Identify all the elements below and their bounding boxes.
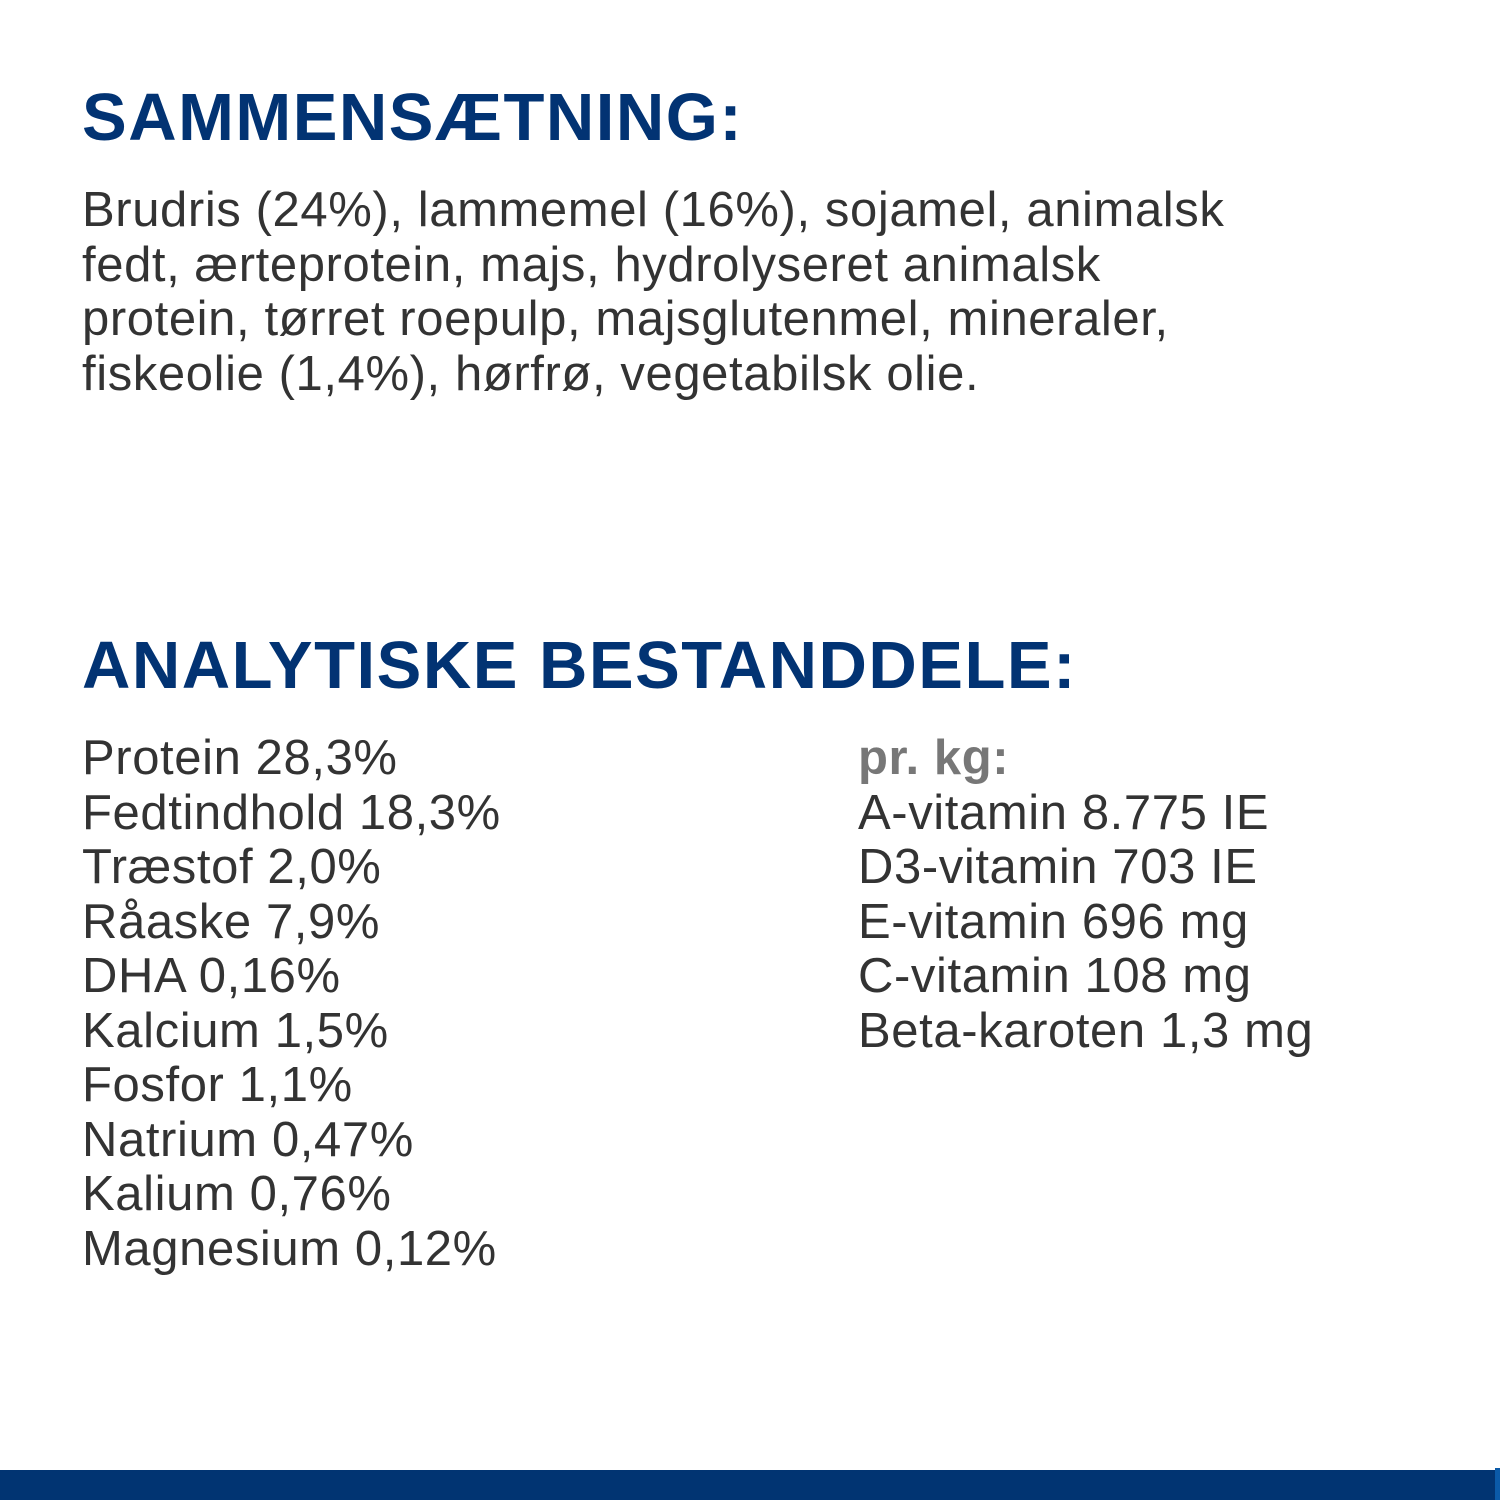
composition-heading: SAMMENSÆTNING:: [82, 80, 744, 155]
analysis-left-list: Protein 28,3% Fedtindhold 18,3% Træstof …: [82, 731, 501, 1276]
composition-line: fedt, ærteprotein, majs, hydrolyseret an…: [82, 237, 1101, 292]
composition-text: Brudris (24%), lammemel (16%), sojamel, …: [82, 183, 1225, 401]
analysis-right-list: pr. kg: A-vitamin 8.775 IE D3-vitamin 70…: [858, 731, 1313, 1058]
analysis-item: Fosfor 1,1%: [82, 1058, 353, 1112]
analysis-item: Træstof 2,0%: [82, 840, 382, 894]
composition-line: protein, tørret roepulp, majsglutenmel, …: [82, 292, 1169, 346]
analysis-item: Kalium 0,76%: [82, 1167, 392, 1221]
analysis-heading: ANALYTISKE BESTANDDELE:: [82, 628, 1077, 703]
analysis-item: Fedtindhold 18,3%: [82, 785, 501, 840]
footer-bar-edge: [1495, 1468, 1500, 1500]
vitamin-item: D3-vitamin 703 IE: [858, 840, 1258, 894]
analysis-item: Magnesium 0,12%: [82, 1221, 497, 1276]
vitamin-item: A-vitamin 8.775 IE: [858, 785, 1270, 840]
analysis-item: Råaske 7,9%: [82, 894, 381, 949]
composition-line: fiskeolie (1,4%), hørfrø, vegetabilsk ol…: [82, 346, 980, 401]
per-kg-heading: pr. kg:: [858, 731, 1010, 785]
vitamin-item: Beta-karoten 1,3 mg: [858, 1003, 1314, 1058]
footer-bar: [0, 1470, 1500, 1500]
analysis-item: Protein 28,3%: [82, 731, 398, 785]
vitamin-item: C-vitamin 108 mg: [858, 949, 1252, 1003]
composition-line: Brudris (24%), lammemel (16%), sojamel, …: [82, 183, 1225, 237]
analysis-item: Kalcium 1,5%: [82, 1003, 389, 1058]
analysis-item: Natrium 0,47%: [82, 1112, 414, 1167]
vitamin-item: E-vitamin 696 mg: [858, 894, 1249, 949]
analysis-item: DHA 0,16%: [82, 949, 341, 1003]
